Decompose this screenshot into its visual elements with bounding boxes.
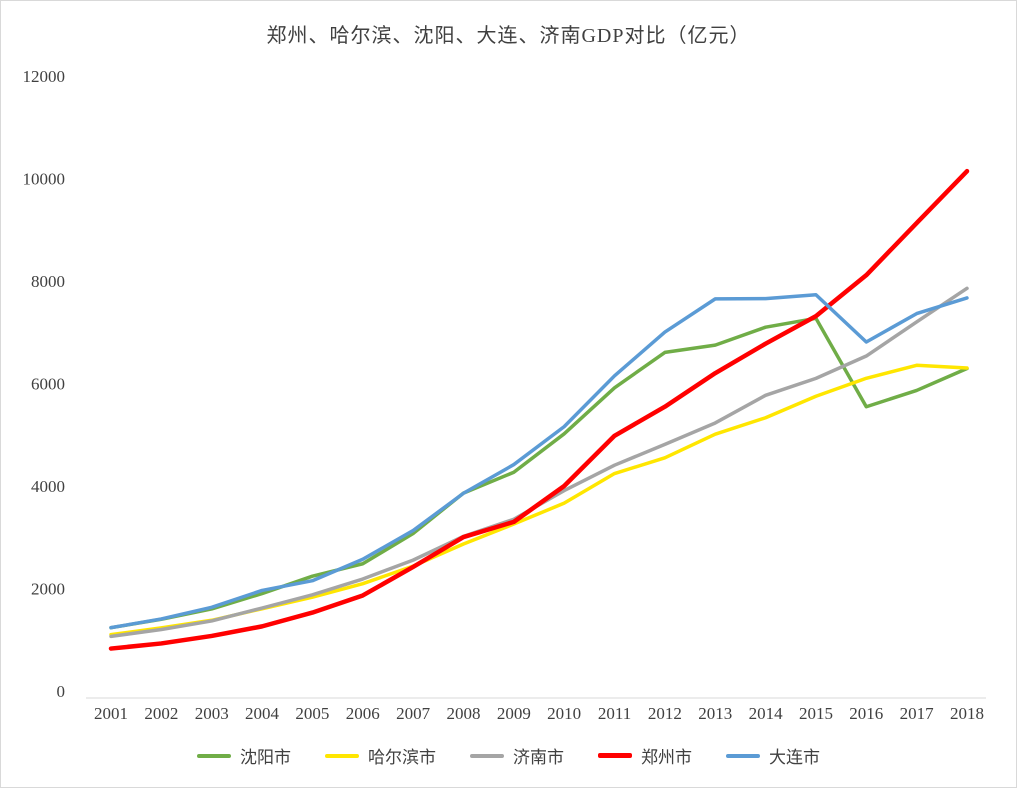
x-axis-tick-label: 2002 <box>144 704 178 723</box>
y-axis-tick-label: 6000 <box>31 375 65 394</box>
legend-label-harbin: 哈尔滨市 <box>368 748 436 767</box>
legend-item-harbin: 哈尔滨市 <box>325 743 436 768</box>
chart-title: 郑州、哈尔滨、沈阳、大连、济南GDP对比（亿元） <box>266 25 751 47</box>
chart-legend: 沈阳市 哈尔滨市 济南市 郑州市 大连市 <box>1 743 1016 768</box>
series-line-济南市 <box>109 286 969 639</box>
legend-line-swatch-jinan <box>470 753 504 758</box>
legend-item-shenyang: 沈阳市 <box>197 743 291 768</box>
x-axis-tick-label: 2015 <box>799 704 833 723</box>
y-axis-tick-label: 2000 <box>31 580 65 599</box>
legend-line-swatch-dalian <box>726 753 760 758</box>
x-axis-tick-label: 2006 <box>346 704 380 723</box>
x-axis-tick-label: 2001 <box>94 704 128 723</box>
legend-label-dalian: 大连市 <box>769 748 820 767</box>
y-axis-tick-label: 0 <box>57 682 66 701</box>
x-axis-tick-label: 2008 <box>446 704 480 723</box>
legend-line-swatch-harbin <box>325 753 359 758</box>
x-axis-tick-label: 2012 <box>648 704 682 723</box>
x-axis-tick-label: 2007 <box>396 704 431 723</box>
y-axis-tick-label: 4000 <box>31 477 65 496</box>
series-line-郑州市 <box>108 168 970 651</box>
series-line-哈尔滨市 <box>109 363 969 637</box>
chart-plot-area: 0 2000 4000 6000 8000 10000 12000 2001 2002 2003 2… <box>23 67 986 723</box>
legend-line-swatch-shenyang <box>197 753 231 758</box>
legend-label-jinan: 济南市 <box>513 748 564 767</box>
x-axis-tick-label: 2018 <box>950 704 984 723</box>
series-line-沈阳市 <box>109 316 969 630</box>
y-axis-tick-label: 12000 <box>23 67 66 86</box>
legend-line-swatch-zhengzhou <box>598 753 632 758</box>
x-axis-tick-label: 2016 <box>849 704 883 723</box>
y-axis-tick-label: 8000 <box>31 272 65 291</box>
legend-item-jinan: 济南市 <box>470 743 564 768</box>
x-axis-tick-label: 2004 <box>245 704 280 723</box>
x-axis-tick-label: 2014 <box>749 704 784 723</box>
x-axis-tick-label: 2009 <box>497 704 531 723</box>
legend-item-dalian: 大连市 <box>726 743 820 768</box>
legend-label-shenyang: 沈阳市 <box>240 748 291 767</box>
series-line-大连市 <box>109 292 969 630</box>
x-axis-tick-label: 2011 <box>598 704 631 723</box>
x-axis-tick-label: 2013 <box>698 704 732 723</box>
legend-item-zhengzhou: 郑州市 <box>598 743 692 768</box>
legend-label-zhengzhou: 郑州市 <box>641 748 692 767</box>
x-axis-tick-label: 2005 <box>295 704 329 723</box>
y-axis-tick-label: 10000 <box>23 170 66 189</box>
x-axis-tick-label: 2010 <box>547 704 581 723</box>
x-axis-tick-label: 2017 <box>900 704 935 723</box>
x-axis-tick-label: 2003 <box>195 704 229 723</box>
